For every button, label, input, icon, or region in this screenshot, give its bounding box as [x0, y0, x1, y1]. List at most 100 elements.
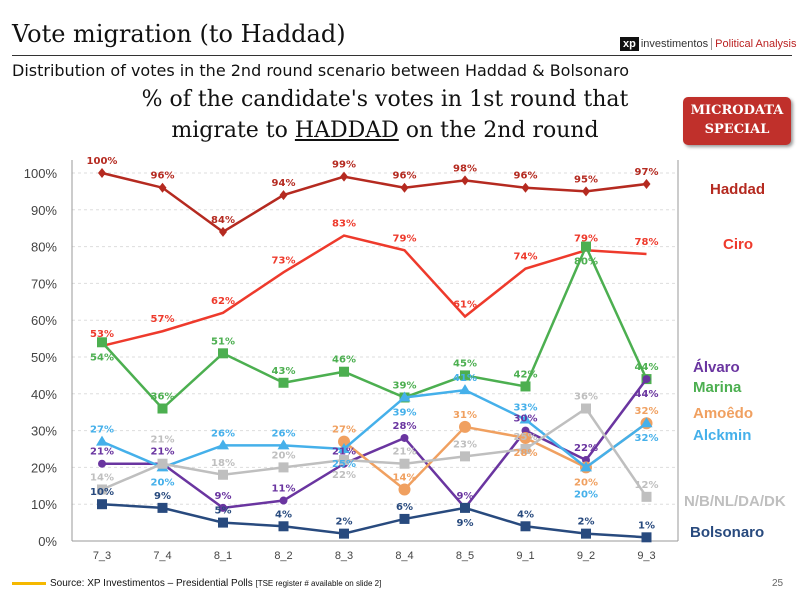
chart-title: % of the candidate's votes in 1st round … — [100, 84, 670, 146]
series-line-Bolsonaro — [101, 502, 647, 539]
data-point — [641, 491, 652, 502]
data-label: 14% — [90, 472, 114, 483]
x-tick-label: 8_1 — [214, 550, 232, 562]
data-label: 18% — [211, 458, 235, 469]
data-label: 9% — [154, 491, 171, 502]
data-label: 4% — [517, 509, 534, 520]
data-label: 20% — [272, 450, 296, 461]
data-label: 9% — [215, 491, 232, 502]
data-point — [400, 433, 409, 442]
data-point — [642, 375, 651, 384]
data-point — [218, 517, 228, 528]
data-point — [218, 348, 228, 359]
data-point — [460, 502, 470, 513]
slide-subtitle: Distribution of votes in the 2nd round s… — [12, 61, 629, 80]
data-point — [400, 182, 409, 193]
series-line-Álvaro — [102, 378, 648, 510]
y-tick-label: 30% — [31, 424, 57, 439]
data-label: 98% — [453, 163, 477, 174]
data-point — [519, 413, 532, 424]
data-point — [520, 381, 531, 392]
source-footnote: [TSE register # available on slide 2] — [255, 579, 382, 588]
data-label: 74% — [514, 252, 538, 263]
data-label: 2% — [578, 517, 595, 528]
legend-label: Ciro — [723, 236, 753, 253]
data-label: 44% — [635, 362, 659, 373]
page-number: 25 — [772, 578, 784, 589]
data-label: 26% — [211, 428, 235, 439]
data-point — [96, 435, 108, 446]
data-label: 94% — [272, 178, 296, 189]
data-label: 20% — [151, 477, 175, 488]
data-label: 30% — [514, 414, 538, 425]
data-label: 21% — [151, 447, 175, 458]
data-point — [339, 366, 349, 377]
logo: xp investimentos Political Analysis — [620, 37, 797, 51]
data-point — [157, 502, 168, 513]
data-point — [218, 469, 228, 480]
data-label: 51% — [211, 336, 235, 347]
data-label: 78% — [635, 237, 659, 248]
data-point — [460, 370, 470, 381]
data-label: 20% — [574, 489, 598, 500]
x-tick-label: 8_3 — [335, 550, 353, 562]
data-point — [340, 171, 348, 182]
data-point — [398, 391, 411, 402]
data-point — [640, 417, 653, 428]
data-point — [97, 337, 107, 348]
data-point — [399, 458, 410, 469]
data-point — [338, 435, 350, 448]
data-label: 26% — [272, 428, 296, 439]
source-note: Source: XP Investimentos – Presidential … — [50, 578, 381, 589]
x-tick-label: 9_3 — [637, 550, 655, 562]
data-label: 31% — [453, 410, 477, 421]
data-point — [219, 226, 227, 237]
data-label: 61% — [453, 300, 477, 311]
data-label: 2% — [336, 517, 353, 528]
data-label: 43% — [272, 366, 296, 377]
data-point — [459, 384, 471, 395]
data-label: 22% — [332, 470, 356, 481]
data-label: 39% — [393, 380, 417, 391]
data-label: 53% — [90, 329, 114, 340]
x-tick-label: 7_3 — [93, 550, 111, 562]
legend-label: N/B/NL/DA/DK — [684, 493, 786, 510]
data-label: 84% — [211, 215, 235, 226]
data-point — [98, 459, 106, 468]
data-point — [461, 175, 469, 186]
data-label: 22% — [574, 443, 598, 454]
logo-section: Political Analysis — [711, 38, 797, 50]
data-label: 27% — [90, 425, 114, 436]
data-label: 11% — [272, 484, 296, 495]
data-point — [459, 420, 471, 433]
y-tick-label: 20% — [31, 460, 57, 475]
data-point — [217, 439, 229, 450]
data-label: 21% — [393, 447, 417, 458]
data-label: 36% — [151, 392, 175, 403]
data-label: 41% — [453, 373, 477, 384]
data-label: 57% — [151, 314, 175, 325]
data-label: 46% — [332, 355, 356, 366]
y-tick-label: 90% — [31, 203, 57, 218]
data-point — [521, 182, 530, 193]
data-label: 23% — [453, 439, 477, 450]
data-label: 36% — [574, 392, 598, 403]
data-label: 28% — [514, 448, 538, 459]
data-label: 54% — [90, 352, 114, 363]
microdata-badge: MICRODATA SPECIAL — [683, 97, 791, 145]
data-point — [279, 496, 288, 505]
footer-accent — [12, 582, 46, 585]
logo-mark: xp — [620, 37, 639, 51]
data-point — [98, 168, 106, 178]
data-label: 21% — [90, 447, 114, 458]
data-label: 97% — [635, 167, 659, 178]
y-tick-label: 40% — [31, 387, 57, 402]
series-line-Ciro — [101, 234, 647, 348]
data-point — [97, 499, 107, 510]
legend-label: Álvaro — [693, 359, 740, 376]
data-point — [158, 182, 167, 193]
legend-label: Marina — [693, 379, 742, 396]
y-tick-label: 0% — [38, 534, 57, 549]
data-label: 21% — [332, 447, 356, 458]
data-point — [339, 528, 349, 539]
